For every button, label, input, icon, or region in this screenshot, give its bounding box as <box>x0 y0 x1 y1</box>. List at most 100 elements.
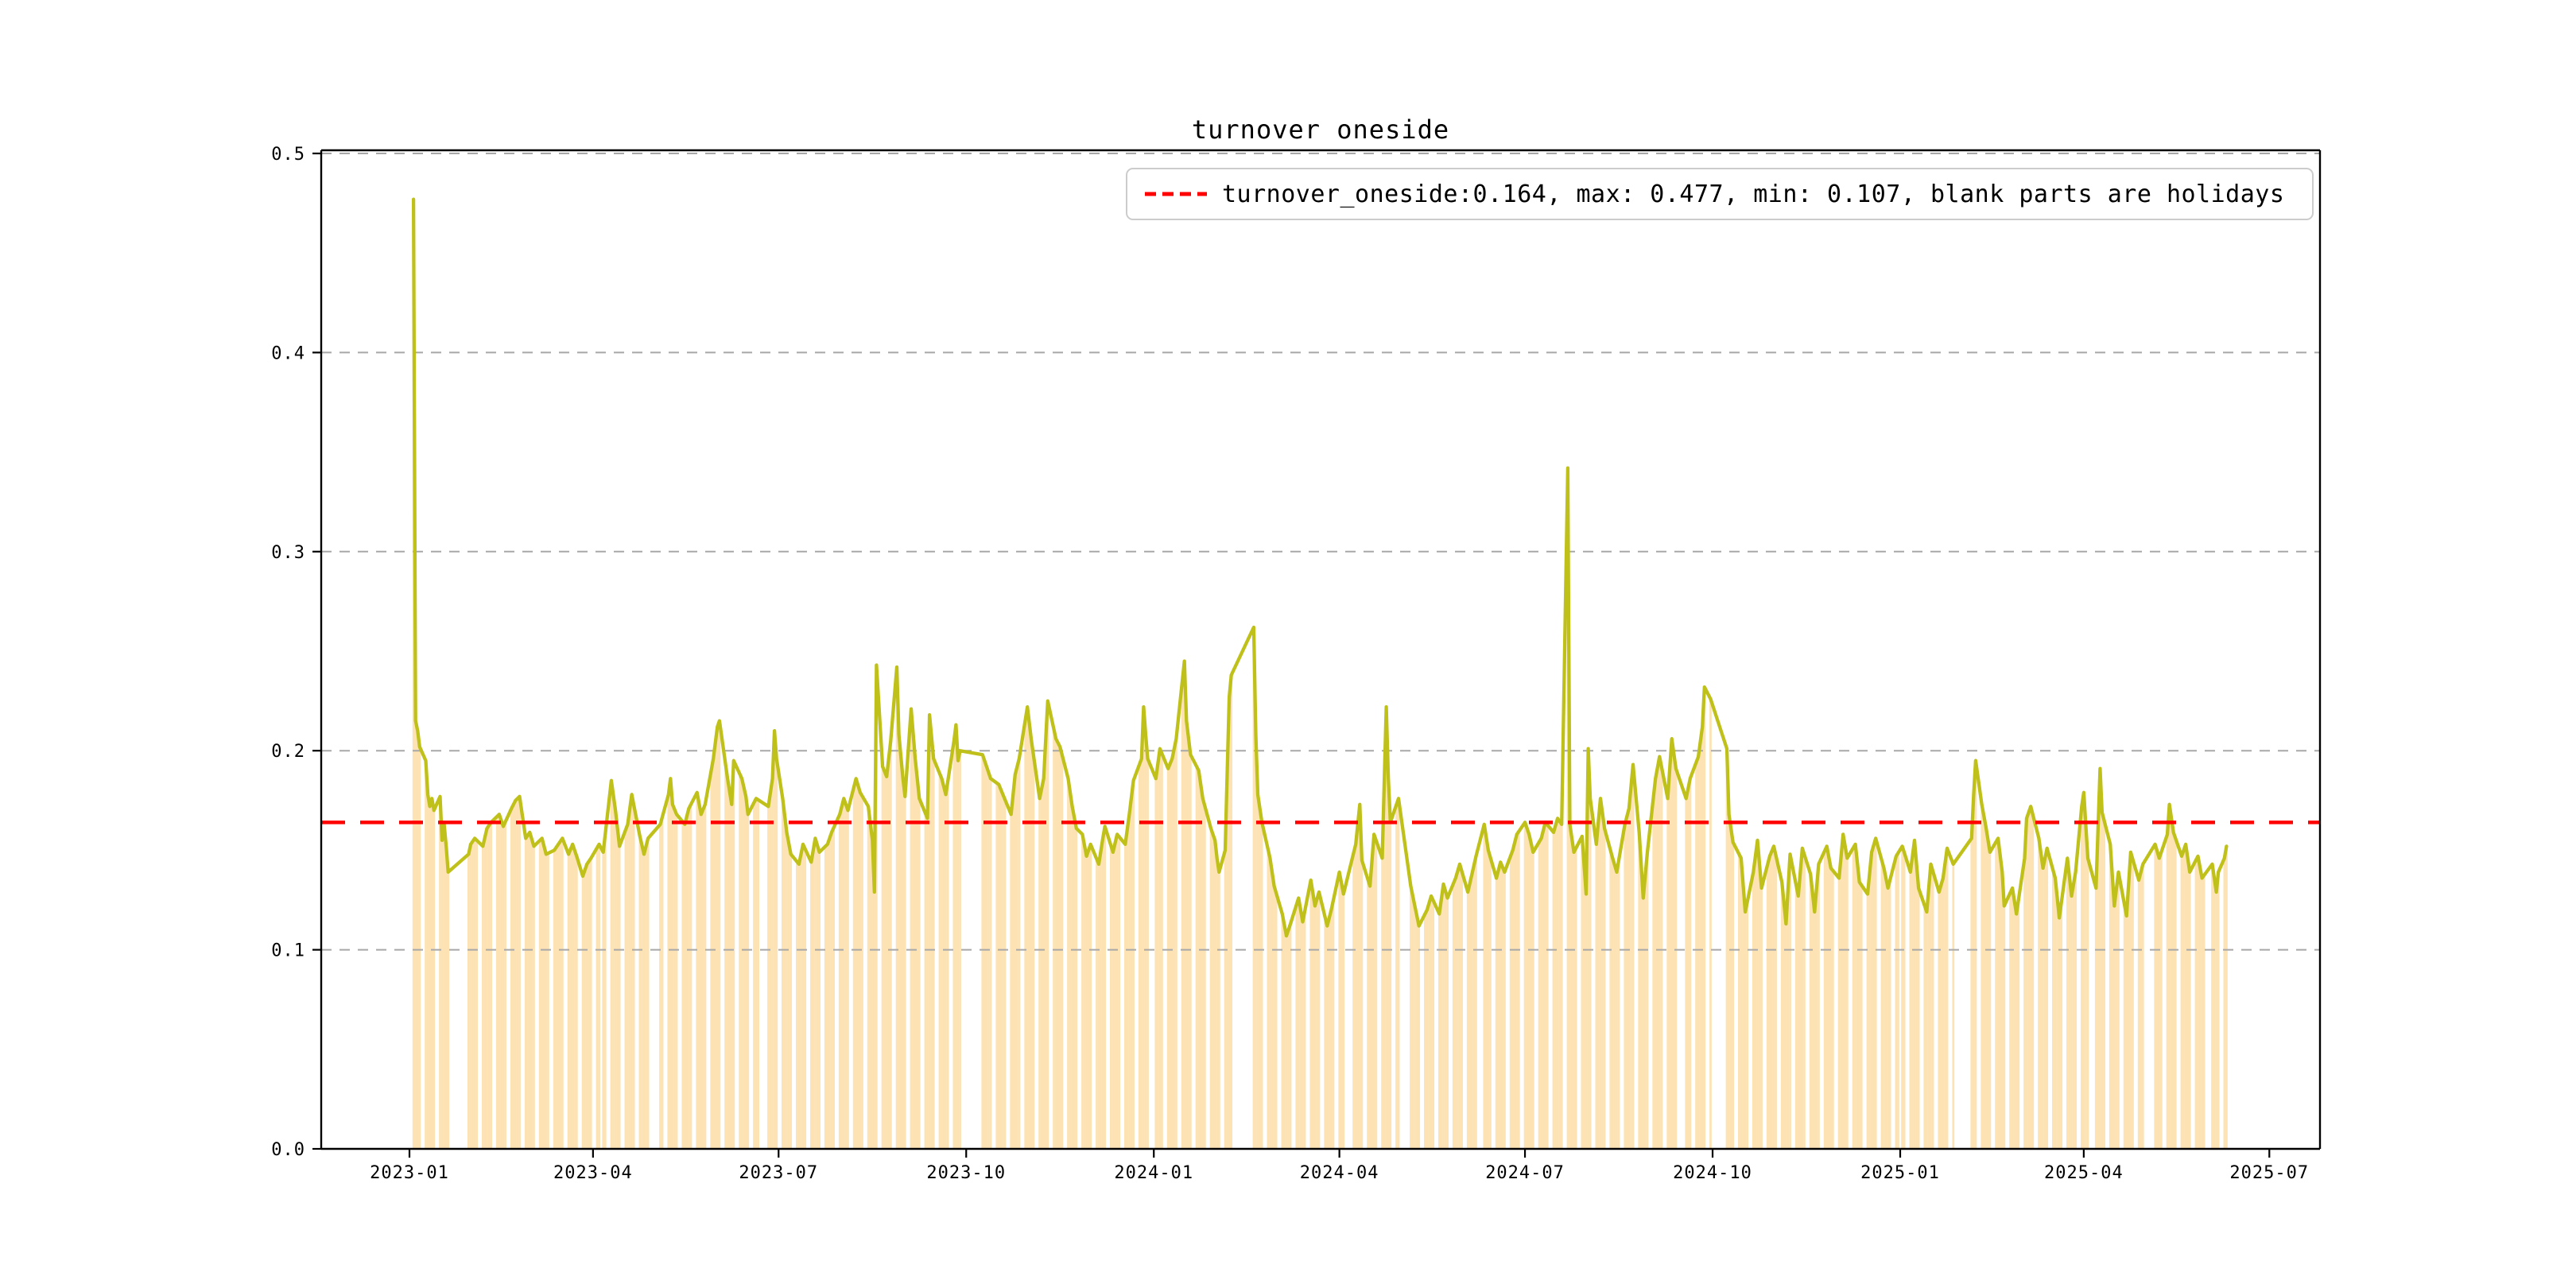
bar <box>2011 888 2014 1149</box>
bar <box>1201 798 1205 1149</box>
bar <box>2182 850 2185 1149</box>
bar <box>1813 912 1816 1149</box>
bar <box>1324 917 1327 1149</box>
bar <box>2132 859 2134 1149</box>
bar <box>588 861 591 1149</box>
bar <box>1410 886 1412 1149</box>
bar <box>1532 852 1534 1149</box>
x-tick-label: 2023-07 <box>739 1163 818 1183</box>
bar <box>1613 865 1616 1149</box>
bar <box>787 843 790 1149</box>
bar <box>1946 848 1949 1149</box>
bar <box>1081 834 1084 1149</box>
bar <box>1259 808 1262 1149</box>
bar <box>1626 816 1628 1149</box>
bar <box>997 784 1000 1149</box>
bar <box>1695 762 1697 1149</box>
bar <box>1085 855 1088 1149</box>
bar <box>1028 724 1031 1149</box>
bar <box>2027 812 2031 1149</box>
bar <box>890 740 892 1149</box>
bar <box>786 832 788 1149</box>
bar <box>1302 921 1304 1149</box>
bar <box>782 798 784 1149</box>
bar <box>1340 883 1343 1149</box>
bar <box>1143 707 1145 1149</box>
bar <box>1811 893 1814 1149</box>
bar <box>828 838 831 1149</box>
bar <box>2225 846 2228 1149</box>
bar <box>1411 896 1414 1149</box>
bar <box>1216 858 1219 1149</box>
bar <box>1372 834 1375 1149</box>
bar <box>1827 857 1830 1149</box>
bar <box>861 796 863 1149</box>
bar <box>1940 885 1942 1149</box>
bar <box>1846 858 1849 1149</box>
bar <box>804 848 807 1149</box>
bar <box>585 863 588 1149</box>
bar <box>1587 748 1589 1149</box>
bar <box>567 854 570 1149</box>
bar <box>1585 894 1588 1149</box>
bar <box>2003 906 2006 1149</box>
bar <box>1230 675 1233 1149</box>
bar <box>1389 822 1392 1149</box>
bar <box>1754 855 1757 1149</box>
bar <box>675 814 678 1149</box>
x-tick-label: 2025-07 <box>2229 1163 2309 1183</box>
bar <box>561 838 564 1149</box>
bar <box>743 787 746 1149</box>
bar <box>584 870 586 1149</box>
bar <box>1666 798 1670 1149</box>
bar <box>728 791 731 1149</box>
bar <box>1729 828 1732 1149</box>
bar <box>1503 871 1506 1149</box>
bar <box>638 836 642 1149</box>
bar <box>538 840 541 1149</box>
bar <box>581 876 584 1149</box>
bar <box>926 818 929 1149</box>
axes-spines <box>320 149 2322 1150</box>
bar <box>1595 844 1598 1149</box>
bar <box>1583 865 1585 1149</box>
bar <box>1952 863 1955 1149</box>
bar <box>646 838 650 1149</box>
bar <box>2172 832 2175 1149</box>
bar <box>1204 805 1206 1149</box>
bar <box>1509 855 1512 1149</box>
bar <box>1926 912 1928 1149</box>
bar <box>2166 834 2169 1149</box>
bar <box>726 778 729 1149</box>
bar <box>710 770 713 1149</box>
x-tick-label: 2024-07 <box>1485 1163 1565 1183</box>
bar <box>1003 799 1007 1149</box>
bar <box>1660 766 1663 1149</box>
bar <box>688 808 690 1149</box>
bar <box>712 758 715 1149</box>
bar <box>475 840 479 1149</box>
bar <box>981 755 984 1149</box>
bar <box>2129 852 2132 1149</box>
bar <box>700 814 703 1149</box>
bar <box>1728 814 1730 1149</box>
bar <box>983 760 986 1149</box>
bar <box>1471 874 1473 1149</box>
bar <box>1342 894 1345 1149</box>
x-tick-label: 2023-01 <box>370 1163 449 1183</box>
bar <box>826 844 829 1149</box>
bar <box>1569 824 1571 1149</box>
bar <box>1385 707 1388 1149</box>
bar <box>1942 878 1945 1149</box>
bar <box>1987 839 1989 1149</box>
bar <box>869 823 872 1149</box>
bar <box>1701 727 1704 1149</box>
bar <box>1132 780 1135 1149</box>
bar <box>838 814 841 1149</box>
bar <box>1489 857 1492 1149</box>
bar <box>685 816 689 1149</box>
bar <box>1061 755 1064 1149</box>
bar <box>689 804 692 1149</box>
bar <box>2215 892 2217 1149</box>
bar <box>989 778 992 1149</box>
